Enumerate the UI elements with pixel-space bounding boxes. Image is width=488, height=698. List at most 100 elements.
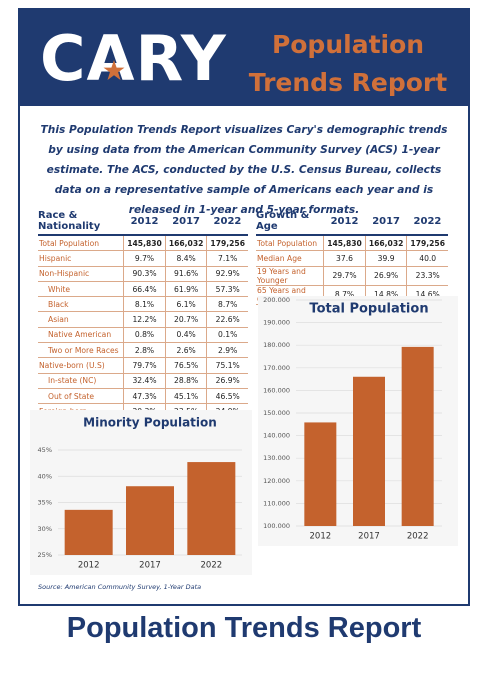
table-row: Median Age 37.6 39.9 40.0 xyxy=(256,250,448,267)
cell: 26.9% xyxy=(206,373,248,389)
column-header: 2012 xyxy=(123,210,166,236)
table-row: 19 Years and Younger 29.7% 26.9% 23.3% xyxy=(256,266,448,286)
cell: 90.3% xyxy=(123,266,166,282)
cell: 32.4% xyxy=(123,373,166,389)
cell: 0.4% xyxy=(164,327,207,344)
cell: 91.6% xyxy=(164,266,207,282)
cell: 28.8% xyxy=(164,373,207,389)
minority-chart: Minority Population 25% 30% 35% 40% 45% 2012 20… xyxy=(30,410,252,575)
cell: 75.1% xyxy=(206,357,248,374)
row-label: Two or More Races xyxy=(38,342,124,359)
cell: 61.9% xyxy=(164,281,207,298)
cell: 23.3% xyxy=(406,266,448,286)
row-label: Total Population xyxy=(38,235,124,252)
row-label: Native-born (U.S) xyxy=(38,357,124,374)
row-label: White xyxy=(38,281,124,298)
column-header: Growth & Age xyxy=(256,210,324,236)
cell: 0.8% xyxy=(123,327,166,344)
y-tick-label: 100.000 xyxy=(263,522,290,530)
table-row: Black 8.1% 6.1% 8.7% xyxy=(38,296,248,313)
x-tick-label: 2017 xyxy=(139,561,161,571)
cell: 76.5% xyxy=(164,357,207,374)
cell: 22.6% xyxy=(206,311,248,328)
y-tick-label: 190.000 xyxy=(263,319,290,327)
logo: CARY xyxy=(40,22,227,95)
bar xyxy=(126,486,174,555)
column-header: 2022 xyxy=(206,210,248,236)
table-row: Asian 12.2% 20.7% 22.6% xyxy=(38,311,248,328)
bar xyxy=(187,462,236,555)
y-tick-label: 200.000 xyxy=(263,296,290,304)
y-tick-label: 180.000 xyxy=(263,341,290,349)
table-row: Total Population 145,830 166,032 179,256 xyxy=(256,235,448,252)
cell: 57.3% xyxy=(206,281,248,298)
table-row: Native American 0.8% 0.4% 0.1% xyxy=(38,327,248,344)
report-title: Population Trends Report xyxy=(248,30,448,97)
cell: 2.6% xyxy=(164,342,207,359)
cell: 47.3% xyxy=(123,388,166,405)
table-row: In-state (NC) 32.4% 28.8% 26.9% xyxy=(38,373,248,389)
table-row: Out of State 47.3% 45.1% 46.5% xyxy=(38,388,248,405)
y-tick-label: 45% xyxy=(38,446,52,454)
total-population-chart: Total Population 100.000 110.000 120.000 130… xyxy=(258,296,458,546)
cell: 66.4% xyxy=(123,281,166,298)
row-label: Non-Hispanic xyxy=(38,266,124,282)
y-tick-label: 160.000 xyxy=(263,386,290,394)
header-band xyxy=(18,8,470,106)
cell: 20.7% xyxy=(164,311,207,328)
column-header: 2017 xyxy=(165,210,207,236)
cell: 29.7% xyxy=(323,266,366,286)
cell: 8.1% xyxy=(123,296,166,313)
cell: 46.5% xyxy=(206,388,248,405)
row-label: 19 Years and Younger xyxy=(256,266,324,286)
bar xyxy=(64,509,113,555)
age-table: Growth & Age 2012 2017 2022 Total Population… xyxy=(256,210,448,305)
source-note: Source: American Community Survey, 1-Yea… xyxy=(38,583,202,591)
cell: 26.9% xyxy=(364,266,407,286)
cell: 12.2% xyxy=(123,311,166,328)
table-row: Native-born (U.S) 79.7% 76.5% 75.1% xyxy=(38,357,248,374)
logo-star xyxy=(103,60,125,80)
cell: 8.7% xyxy=(206,296,248,313)
cell: 40.0 xyxy=(406,250,448,267)
bar xyxy=(353,376,385,526)
footer-title: Population Trends Report xyxy=(66,612,422,644)
row-label: Out of State xyxy=(38,388,124,405)
row-label: Hispanic xyxy=(38,250,124,267)
cell: 7.1% xyxy=(206,250,248,267)
header-row: Growth & Age 2012 2017 2022 xyxy=(256,210,448,236)
cell: 39.9 xyxy=(364,250,407,267)
cell: 79.7% xyxy=(123,357,166,374)
x-tick-label: 2017 xyxy=(358,532,380,542)
chart-title: Total Population xyxy=(309,302,428,317)
column-header: 2017 xyxy=(365,210,407,236)
cell: 166,032 xyxy=(364,235,407,252)
x-tick-label: 2012 xyxy=(78,561,100,571)
cell: 45.1% xyxy=(164,388,207,405)
x-tick-label: 2012 xyxy=(310,532,332,542)
y-tick-label: 130.000 xyxy=(263,454,290,462)
bar xyxy=(304,422,337,526)
column-header: 2022 xyxy=(406,210,448,236)
y-tick-label: 30% xyxy=(38,525,52,533)
table-row: White 66.4% 61.9% 57.3% xyxy=(38,281,248,298)
header-row: Race & Nationality 2012 2017 2022 xyxy=(38,210,248,236)
cell: 145,830 xyxy=(123,235,166,252)
cell: 0.1% xyxy=(206,327,248,344)
cell: 145,830 xyxy=(323,235,366,252)
cell: 6.1% xyxy=(164,296,207,313)
race-table: Race & Nationality 2012 2017 2022 Total Popu… xyxy=(38,210,248,420)
y-tick-label: 110.000 xyxy=(263,499,290,507)
chart-title: Minority Population xyxy=(83,416,217,430)
y-tick-label: 170.000 xyxy=(263,364,290,372)
y-tick-label: 25% xyxy=(38,551,52,559)
row-label: Black xyxy=(38,296,124,313)
table-row: Total Population 145,830 166,032 179,256 xyxy=(38,235,248,252)
y-tick-label: 140.000 xyxy=(263,432,290,440)
bar xyxy=(401,346,434,526)
cell: 8.4% xyxy=(164,250,207,267)
row-label: Total Population xyxy=(256,235,324,252)
column-header: Race & Nationality xyxy=(38,210,124,236)
y-tick-label: 40% xyxy=(38,472,52,480)
